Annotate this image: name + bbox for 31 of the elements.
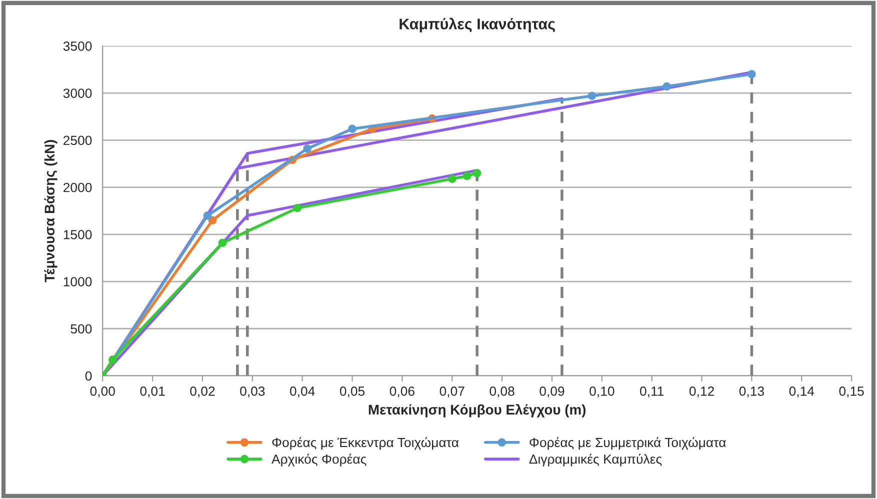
x-tick-label: 0,01	[140, 386, 165, 398]
x-tick-label: 0,12	[689, 386, 714, 398]
x-tick-label: 0,03	[240, 386, 265, 398]
legend-label: Φορέας με Έκκεντρα Τοιχώματα	[272, 437, 459, 450]
x-tick-label: 0,13	[739, 386, 764, 398]
x-tick-label: 0,14	[789, 386, 814, 398]
x-tick-label: 0,00	[90, 386, 115, 398]
x-tick-label: 0,04	[290, 386, 315, 398]
legend-label: Διγραμμικές Καμπύλες	[529, 454, 662, 466]
x-tick-label: 0,06	[390, 386, 414, 398]
y-tick-label: 500	[70, 324, 92, 334]
y-tick-label: 2500	[64, 136, 92, 146]
x-tick-label: 0,02	[190, 386, 215, 398]
x-tick-label: 0,10	[590, 386, 614, 398]
x-tick-label: 0,05	[340, 386, 365, 398]
x-tick-label: 0,08	[490, 386, 514, 398]
x-tick-label: 0,09	[540, 386, 564, 398]
y-tick-label: 0	[85, 371, 92, 381]
legend-label: Φορέας με Συμμετρικά Τοιχώματα	[530, 437, 726, 450]
chart-title: Καμπύλες Ικανότητας	[400, 18, 555, 32]
legend-label: Αρχικός Φορέας	[272, 454, 366, 466]
x-tick-label: 0,11	[640, 386, 664, 398]
y-tick-label: 3500	[63, 41, 92, 51]
y-tick-label: 1000	[64, 277, 92, 286]
y-tick-label: 1500	[64, 230, 92, 240]
y-axis-title: Τέμνουσα Βάσης (kN)	[44, 140, 58, 282]
x-tick-label: 0,07	[440, 386, 464, 398]
x-axis-title: Μετακίνηση Κόμβου Ελέγχου (m)	[368, 404, 586, 418]
x-tick-label: 0,15	[839, 386, 864, 398]
y-tick-label: 2000	[64, 182, 92, 192]
y-tick-label: 3000	[63, 88, 92, 98]
